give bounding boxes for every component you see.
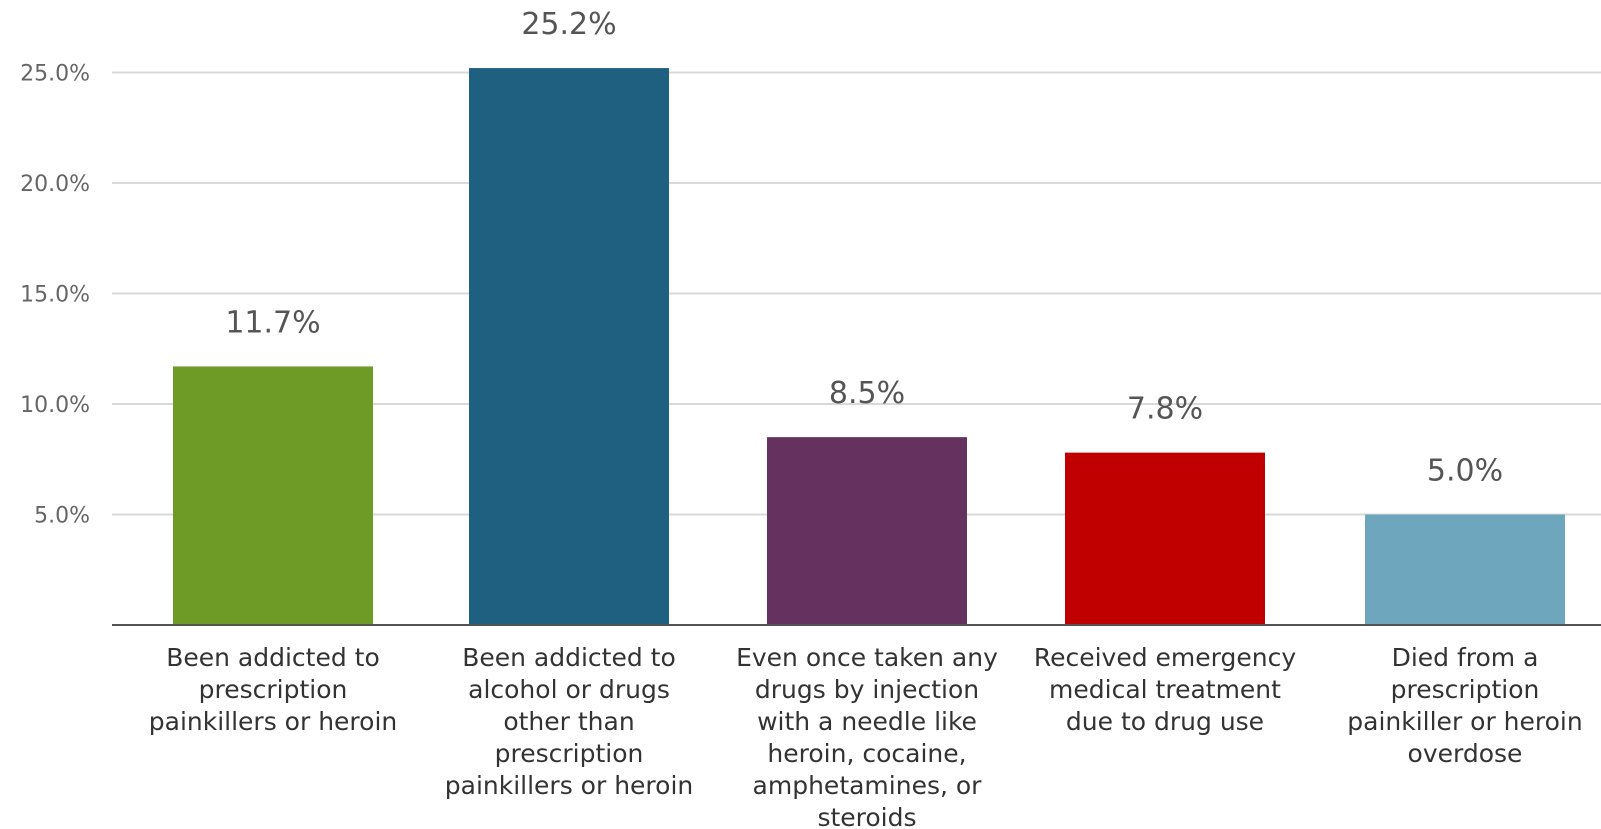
category-label-line: Even once taken any: [736, 643, 998, 672]
bar-value-label: 7.8%: [1127, 392, 1203, 427]
category-label-line: Received emergency: [1034, 643, 1296, 672]
category-label-line: prescription: [495, 739, 644, 768]
category-label: Died from a prescription painkiller or her…: [1347, 643, 1582, 768]
y-tick-label: 10.0%: [20, 393, 90, 418]
category-label-line: drugs by injection: [755, 675, 979, 704]
y-axis-ticks: 5.0% 10.0% 15.0% 20.0% 25.0%: [20, 62, 90, 529]
category-label-line: other than: [503, 707, 634, 736]
bar-value-label: 8.5%: [829, 376, 905, 411]
bar: [469, 68, 669, 625]
category-label-line: overdose: [1408, 739, 1523, 768]
value-labels: 11.7% 25.2% 8.5% 7.8% 5.0%: [225, 7, 1503, 488]
category-label-line: Been addicted to: [462, 643, 676, 672]
bar: [1065, 452, 1265, 625]
bar: [173, 366, 373, 625]
bar: [767, 437, 967, 625]
category-label-line: Died from a: [1392, 643, 1539, 672]
category-label-line: painkillers or heroin: [149, 707, 398, 736]
category-label: Been addicted to prescription painkillers …: [149, 643, 398, 736]
category-label-line: alcohol or drugs: [468, 675, 670, 704]
y-tick-label: 25.0%: [20, 62, 90, 87]
category-label-line: painkiller or heroin: [1347, 707, 1582, 736]
bar-value-label: 25.2%: [521, 7, 616, 42]
category-label: Even once taken any drugs by injection wit…: [736, 643, 998, 829]
bar: [1365, 514, 1565, 625]
category-label-line: painkillers or heroin: [445, 771, 694, 800]
bars: [173, 68, 1565, 625]
category-label-line: Been addicted to: [166, 643, 380, 672]
category-label-line: due to drug use: [1066, 707, 1264, 736]
category-label: Been addicted to alcohol or drugs other th…: [445, 643, 694, 800]
category-label-line: prescription: [199, 675, 348, 704]
bar-value-label: 11.7%: [225, 305, 320, 340]
category-label-line: with a needle like: [757, 707, 977, 736]
y-tick-label: 15.0%: [20, 283, 90, 308]
category-label-line: steroids: [817, 803, 916, 829]
category-label: Received emergency medical treatment due t…: [1034, 643, 1296, 736]
category-label-line: prescription: [1391, 675, 1540, 704]
category-label-line: amphetamines, or: [753, 771, 983, 800]
y-tick-label: 5.0%: [34, 504, 90, 529]
y-tick-label: 20.0%: [20, 172, 90, 197]
category-label-line: medical treatment: [1049, 675, 1281, 704]
category-label-line: heroin, cocaine,: [767, 739, 966, 768]
bar-value-label: 5.0%: [1427, 454, 1503, 489]
category-labels: Been addicted to prescription painkillers …: [149, 643, 1583, 829]
